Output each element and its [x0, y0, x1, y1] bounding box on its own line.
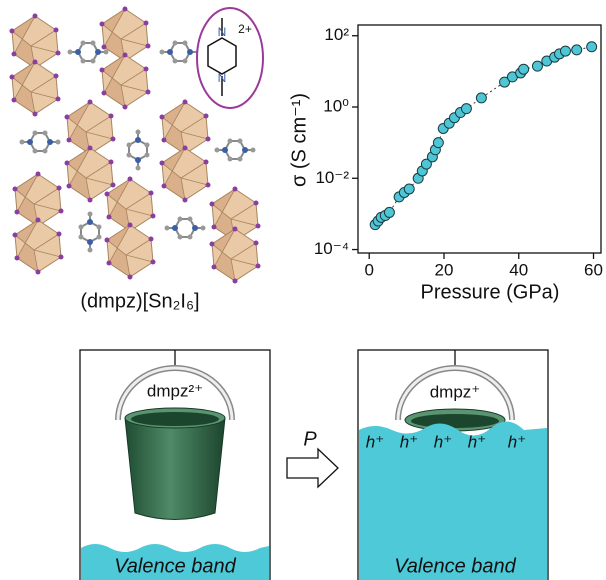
atom-label: N: [218, 25, 227, 39]
y-axis-label: σ (S cm⁻¹): [288, 93, 310, 187]
data-point: [384, 207, 394, 217]
cation-label: dmpz²⁺: [147, 381, 203, 400]
y-tick-label: 10⁰: [323, 96, 349, 115]
hole-label: h⁺: [468, 432, 486, 451]
data-point: [560, 46, 570, 56]
x-tick-label: 40: [509, 260, 528, 279]
pressure-arrow: [287, 449, 338, 487]
data-point: [532, 61, 542, 71]
data-point: [519, 64, 529, 74]
data-point: [572, 45, 582, 55]
figure: N N 2+ (dmpz)[Sn₂I₆] Pressure (GPa) σ (S…: [0, 0, 606, 580]
hole-label: h⁺: [508, 432, 526, 451]
structure-label: (dmpz)[Sn₂I₆]: [80, 290, 199, 312]
band-label: Valence band: [114, 555, 236, 577]
trend-line: [375, 47, 591, 225]
plot-frame: [358, 25, 601, 253]
x-axis-label: Pressure (GPa): [421, 281, 560, 303]
hole-label: h⁺: [400, 432, 418, 451]
data-point: [433, 138, 443, 148]
data-point: [587, 42, 597, 52]
y-tick-label: 10⁻⁴: [314, 239, 349, 258]
y-tick-label: 10²: [324, 25, 349, 44]
data-point: [476, 93, 486, 103]
charge-label: 2+: [238, 22, 252, 36]
x-tick-label: 60: [584, 260, 603, 279]
hole-label: h⁺: [366, 432, 384, 451]
band-label: Valence band: [394, 555, 516, 577]
pressure-label: P: [303, 428, 317, 450]
x-tick-label: 0: [364, 260, 373, 279]
cation-label: dmpz⁺: [430, 382, 481, 401]
molecule-inset: N N 2+: [197, 8, 263, 108]
data-point: [461, 104, 471, 114]
data-point: [404, 184, 414, 194]
y-tick-label: 10⁻²: [315, 168, 349, 187]
x-tick-label: 20: [435, 260, 454, 279]
hole-label: h⁺: [434, 432, 452, 451]
atom-label: N: [218, 71, 227, 85]
